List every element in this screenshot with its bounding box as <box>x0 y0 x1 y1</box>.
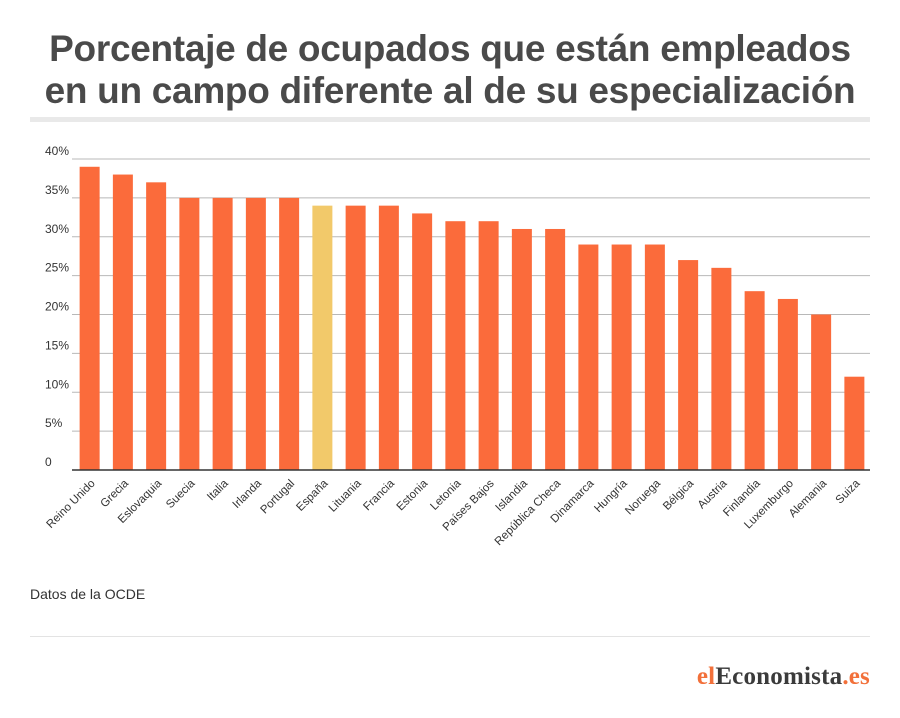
y-tick-label: 0 <box>45 455 52 469</box>
grid-lines <box>72 158 870 432</box>
bar[interactable] <box>79 166 100 470</box>
x-tick-label: Lituania <box>327 477 364 514</box>
bar[interactable] <box>345 205 366 470</box>
x-tick-label: España <box>294 477 330 513</box>
bar[interactable] <box>777 298 798 470</box>
x-tick-label: Grecia <box>99 477 132 510</box>
source-note: Datos de la OCDE <box>30 586 146 602</box>
bar[interactable] <box>545 228 566 470</box>
x-tick-label: Portugal <box>258 478 297 517</box>
y-tick-label: 30% <box>45 222 69 236</box>
bar[interactable] <box>844 376 865 470</box>
bar[interactable] <box>445 221 466 470</box>
bar[interactable] <box>179 197 200 470</box>
y-tick-label: 15% <box>45 338 69 352</box>
x-tick-label: Estonia <box>395 477 431 513</box>
bar[interactable] <box>578 244 599 470</box>
y-tick-label: 10% <box>45 377 69 391</box>
x-tick-label: Suecia <box>164 477 198 511</box>
logo-economista: Economista <box>715 663 843 690</box>
bar[interactable] <box>146 182 167 470</box>
bar[interactable] <box>744 291 765 470</box>
bar[interactable] <box>711 267 732 470</box>
y-tick-label: 20% <box>45 300 69 314</box>
bar[interactable] <box>245 197 266 470</box>
bar[interactable] <box>112 174 133 471</box>
footer-divider <box>30 636 870 637</box>
bar[interactable] <box>811 314 832 471</box>
bar[interactable] <box>412 213 433 471</box>
x-tick-label: Reino Unido <box>45 478 98 531</box>
y-tick-label: 35% <box>45 183 69 197</box>
x-tick-label: Bélgica <box>661 477 697 513</box>
title-divider <box>30 117 870 122</box>
brand-logo[interactable]: elEconomista.es <box>697 663 870 691</box>
x-tick-label: Suiza <box>834 477 863 506</box>
y-tick-label: 5% <box>45 416 63 430</box>
y-tick-label: 25% <box>45 261 69 275</box>
x-tick-label: Francia <box>361 477 397 513</box>
bar[interactable] <box>644 244 665 470</box>
bars <box>79 166 865 471</box>
bar[interactable] <box>611 244 632 470</box>
bar[interactable] <box>678 260 699 470</box>
chart-title-line-2: en un campo diferente al de su especiali… <box>44 70 856 111</box>
bar-chart: 0 5% 10% 15% 20% 25% 30% 35% 40% Reino Unido Grec… <box>45 144 870 548</box>
bar[interactable] <box>478 221 499 470</box>
bar[interactable] <box>511 228 532 470</box>
bar[interactable] <box>312 205 333 470</box>
bar[interactable] <box>279 197 300 470</box>
chart-title: Porcentaje de ocupados que están emplead… <box>0 28 900 112</box>
y-tick-label: 40% <box>45 144 69 158</box>
y-axis-labels: 0 5% 10% 15% 20% 25% 30% 35% 40% <box>45 144 69 469</box>
chart-title-line-1: Porcentaje de ocupados que están emplead… <box>49 28 851 69</box>
bar[interactable] <box>378 205 399 470</box>
logo-el: el <box>696 663 716 690</box>
x-tick-label: Noruega <box>623 477 663 517</box>
bar[interactable] <box>212 197 233 470</box>
logo-es: .es <box>842 663 870 690</box>
x-tick-label: Italia <box>205 477 231 503</box>
